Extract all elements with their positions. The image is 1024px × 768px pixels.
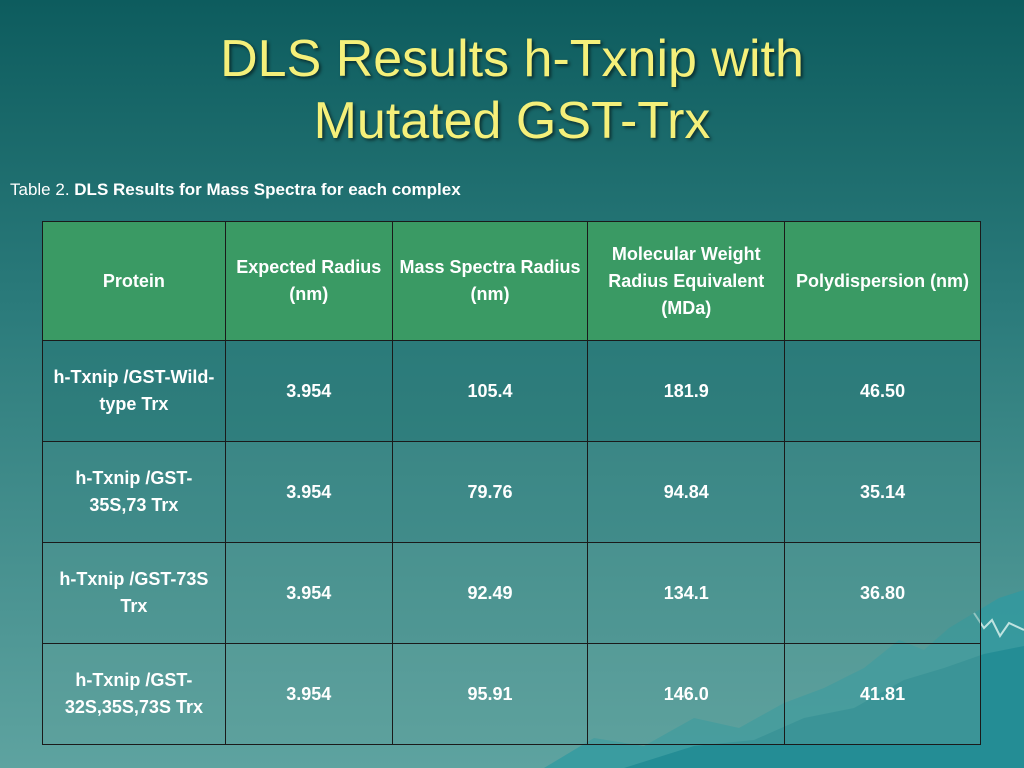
cell-protein: h-Txnip /GST-32S,35S,73S Trx (42, 643, 226, 745)
cell-polydispersion: 41.81 (784, 643, 981, 745)
table-row: h-Txnip /GST-35S,73 Trx 3.954 79.76 94.8… (42, 441, 981, 543)
header-protein: Protein (42, 221, 226, 341)
title-line-1: DLS Results h-Txnip with (220, 30, 804, 88)
cell-expected-radius: 3.954 (224, 441, 393, 543)
cell-molecular-weight: 146.0 (587, 643, 786, 745)
caption-prefix: Table 2. (10, 180, 70, 199)
cell-polydispersion: 36.80 (784, 542, 981, 644)
cell-mass-spectra-radius: 95.91 (391, 643, 589, 745)
table-row: h-Txnip /GST-73S Trx 3.954 92.49 134.1 3… (42, 542, 981, 644)
cell-mass-spectra-radius: 79.76 (391, 441, 589, 543)
header-molecular-weight: Molecular Weight Radius Equivalent (MDa) (587, 221, 786, 341)
cell-molecular-weight: 181.9 (587, 340, 786, 442)
cell-polydispersion: 35.14 (784, 441, 981, 543)
title-line-2: Mutated GST-Trx (313, 92, 711, 150)
cell-protein: h-Txnip /GST-Wild-type Trx (42, 340, 226, 442)
header-mass-spectra-radius: Mass Spectra Radius (nm) (391, 221, 589, 341)
header-polydispersion: Polydispersion (nm) (784, 221, 981, 341)
cell-expected-radius: 3.954 (224, 542, 393, 644)
table-row: h-Txnip /GST-Wild-type Trx 3.954 105.4 1… (42, 340, 981, 442)
table-row: h-Txnip /GST-32S,35S,73S Trx 3.954 95.91… (42, 643, 981, 745)
cell-mass-spectra-radius: 92.49 (391, 542, 589, 644)
slide-title: DLS Results h-Txnip with Mutated GST-Trx (0, 28, 1024, 152)
cell-expected-radius: 3.954 (224, 340, 393, 442)
table-header-row: Protein Expected Radius (nm) Mass Spectr… (42, 221, 981, 341)
header-expected-radius: Expected Radius (nm) (224, 221, 393, 341)
cell-polydispersion: 46.50 (784, 340, 981, 442)
cell-protein: h-Txnip /GST-35S,73 Trx (42, 441, 226, 543)
cell-molecular-weight: 134.1 (587, 542, 786, 644)
table-caption: Table 2. DLS Results for Mass Spectra fo… (10, 180, 461, 200)
cell-expected-radius: 3.954 (224, 643, 393, 745)
cell-mass-spectra-radius: 105.4 (391, 340, 589, 442)
cell-molecular-weight: 94.84 (587, 441, 786, 543)
cell-protein: h-Txnip /GST-73S Trx (42, 542, 226, 644)
caption-title: DLS Results for Mass Spectra for each co… (74, 180, 461, 199)
results-table: Protein Expected Radius (nm) Mass Spectr… (42, 221, 981, 745)
